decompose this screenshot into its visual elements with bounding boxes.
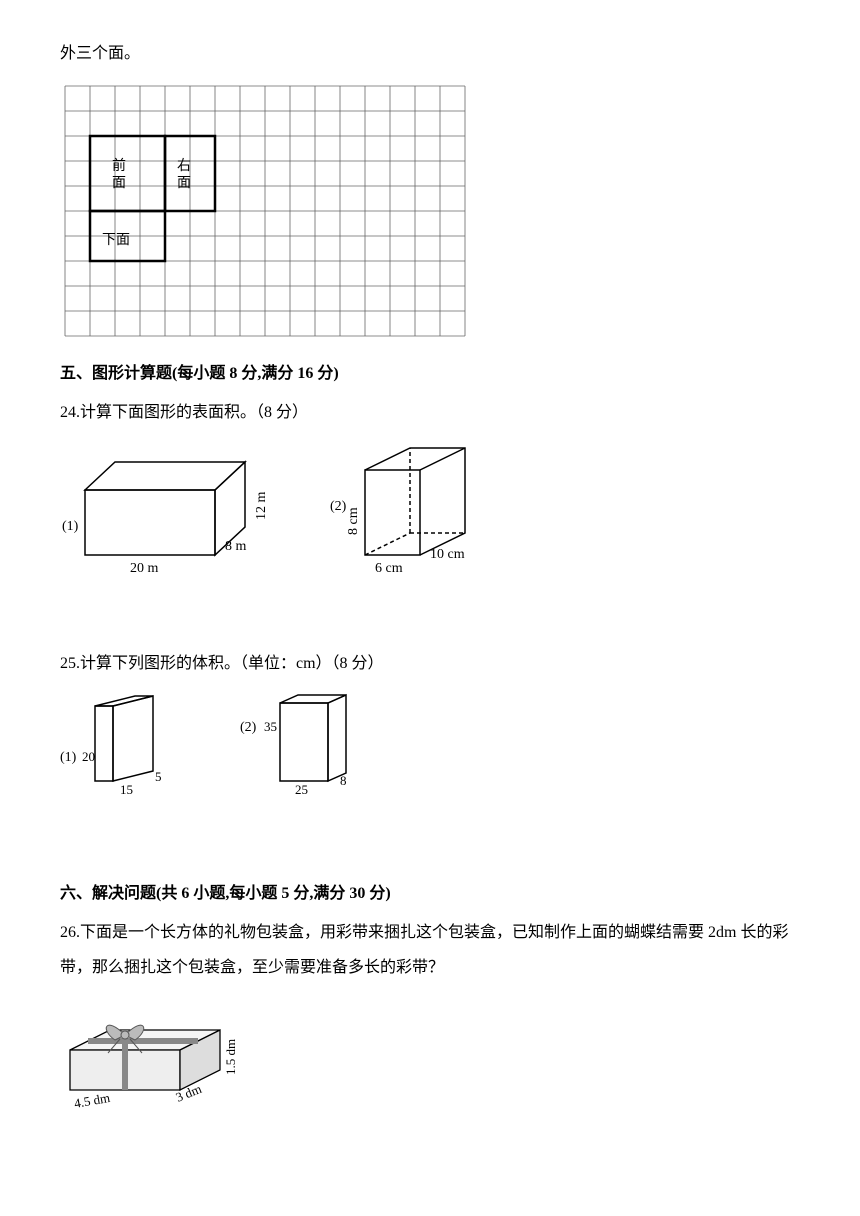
- q25-figures: (1) 20 15 5 (2) 35 25 8: [60, 691, 800, 801]
- q24-fig1-d: 8 m: [225, 539, 247, 554]
- q24-fig2-d: 10 cm: [430, 547, 465, 562]
- q25-fig2-label: (2): [240, 720, 257, 735]
- q24-fig1-label: (1): [62, 519, 79, 534]
- q25-fig1-label: (1): [60, 750, 77, 765]
- svg-text:面: 面: [112, 176, 126, 191]
- intro-fragment: 外三个面。: [60, 36, 800, 71]
- q25-fig1: (1) 20 15 5: [60, 691, 210, 801]
- q24-fig2-label: (2): [330, 499, 347, 514]
- q25-fig2-h: 35: [264, 719, 277, 734]
- q26-text: 26.下面是一个长方体的礼物包装盒，用彩带来捆扎这个包装盒，已知制作上面的蝴蝶结…: [60, 915, 800, 985]
- q25-fig1-w: 15: [120, 782, 133, 797]
- q25-text: 25.计算下列图形的体积。（单位：cm）（8 分）: [60, 646, 800, 681]
- q26-h: 1.5 dm: [223, 1039, 238, 1075]
- q24-fig1-w: 20 m: [130, 561, 159, 576]
- q25-fig2: (2) 35 25 8: [240, 691, 390, 801]
- grid-bottom-label: 下面: [102, 233, 130, 248]
- q24-figures: (1) 20 m 8 m 12 m (2) 8 cm 6 cm 1: [60, 440, 800, 580]
- svg-text:面: 面: [177, 176, 191, 191]
- q24-fig2-h: 8 cm: [346, 507, 361, 535]
- q25-fig1-h: 20: [82, 749, 95, 764]
- q24-text: 24.计算下面图形的表面积。（8 分）: [60, 395, 800, 430]
- section6-title: 六、解决问题(共 6 小题,每小题 5 分,满分 30 分): [60, 881, 800, 907]
- grid-front-label: 前: [112, 157, 126, 174]
- q24-fig1: (1) 20 m 8 m 12 m: [60, 450, 280, 580]
- q24-fig1-h: 12 m: [254, 491, 269, 520]
- q25-fig2-d: 8: [340, 773, 347, 788]
- q25-fig2-w: 25: [295, 782, 308, 797]
- q24-fig2-w: 6 cm: [375, 561, 403, 576]
- grid-figure: 前 面 右 面 下面: [60, 81, 800, 341]
- section5-title: 五、图形计算题(每小题 8 分,满分 16 分): [60, 361, 800, 387]
- q24-fig2: (2) 8 cm 6 cm 10 cm: [330, 440, 520, 580]
- svg-text:5: 5: [155, 769, 162, 784]
- grid-right-label: 右: [177, 158, 191, 174]
- q26-figure: 4.5 dm 3 dm 1.5 dm: [60, 995, 800, 1125]
- q26-l: 4.5 dm: [73, 1090, 111, 1111]
